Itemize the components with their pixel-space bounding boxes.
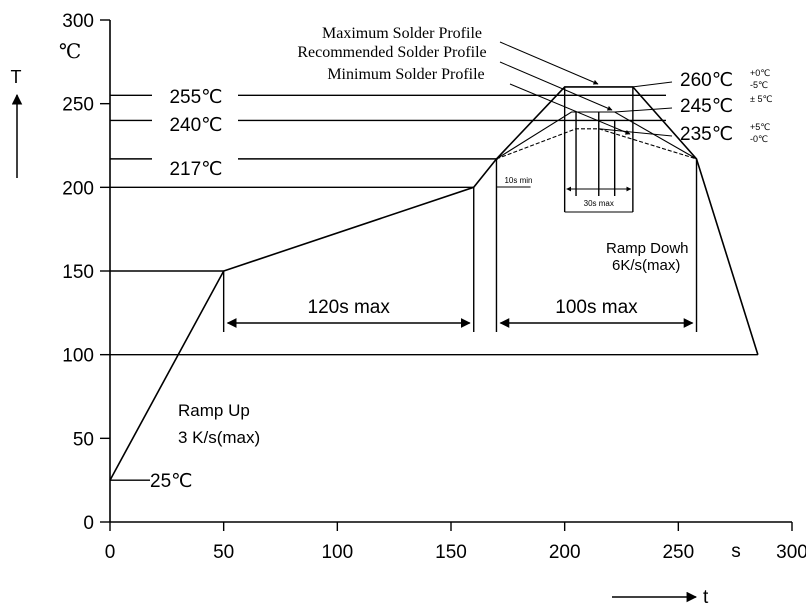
y-tick-label: 250 (62, 95, 94, 116)
y-unit-label: ℃ (59, 41, 81, 63)
peak-leader-3 (598, 128, 673, 137)
x-unit-label: s (731, 541, 741, 562)
y-tick-label: 300 (62, 11, 94, 32)
legend-label-minimum: Minimum Solder Profile (327, 66, 484, 83)
peak-tol-top-1: +0℃ (750, 68, 770, 78)
y-tick-label: 100 (62, 346, 94, 367)
x-tick-label: 200 (549, 542, 581, 563)
peak-label-2: 245℃ (680, 96, 733, 117)
legend-pointer-recommended (499, 61, 613, 111)
series-line-1 (109, 86, 759, 481)
temperature-label-255: 255℃ (169, 87, 222, 108)
duration-label-120s: 120s max (308, 297, 391, 318)
ramp-up-rate-label: 3 K/s(max) (178, 428, 260, 447)
legend-label-recommended: Recommended Solder Profile (297, 44, 486, 61)
x-axis-symbol: t (703, 587, 709, 606)
legend-pointer-maximum (499, 41, 599, 85)
series-line-2 (496, 111, 697, 160)
peak-tol-top-2: ± 5℃ (750, 94, 773, 104)
y-axis-symbol: T (11, 67, 22, 87)
temperature-label-25: 25℃ (150, 471, 192, 492)
y-tick-label: 200 (62, 178, 94, 199)
peak-leader-1 (632, 81, 673, 88)
temperature-label-240: 240℃ (169, 115, 222, 136)
x-tick-label: 250 (662, 542, 694, 563)
peak-tol-bottom-1: -5℃ (750, 80, 768, 90)
x-tick-label: 300 (776, 542, 806, 563)
x-tick-label: 50 (213, 542, 234, 563)
y-tick-label: 50 (73, 429, 94, 450)
peak-leader-2 (614, 107, 673, 113)
duration-label-10s: 10s min (504, 176, 532, 185)
x-tick-label: 100 (321, 542, 353, 563)
duration-label-30s: 30s max (584, 199, 614, 208)
peak-tol-bottom-3: -0℃ (750, 134, 768, 144)
x-tick-label: 150 (435, 542, 467, 563)
y-tick-label: 150 (62, 262, 94, 283)
x-tick-label: 0 (105, 542, 116, 563)
legend-label-maximum: Maximum Solder Profile (322, 25, 482, 42)
peak-label-1: 260℃ (680, 70, 733, 91)
ramp-down-label: Ramp Dowh (606, 240, 689, 257)
temperature-label-217: 217℃ (169, 159, 222, 180)
series-line-3 (496, 128, 697, 160)
y-tick-label: 0 (83, 513, 94, 534)
legend-pointer-minimum (509, 83, 631, 135)
ramp-down-rate-label: 6K/s(max) (612, 257, 680, 274)
duration-label-100s: 100s max (555, 297, 638, 318)
peak-tol-top-3: +5℃ (750, 122, 770, 132)
ramp-up-label: Ramp Up (178, 401, 250, 420)
peak-label-3: 235℃ (680, 124, 733, 145)
